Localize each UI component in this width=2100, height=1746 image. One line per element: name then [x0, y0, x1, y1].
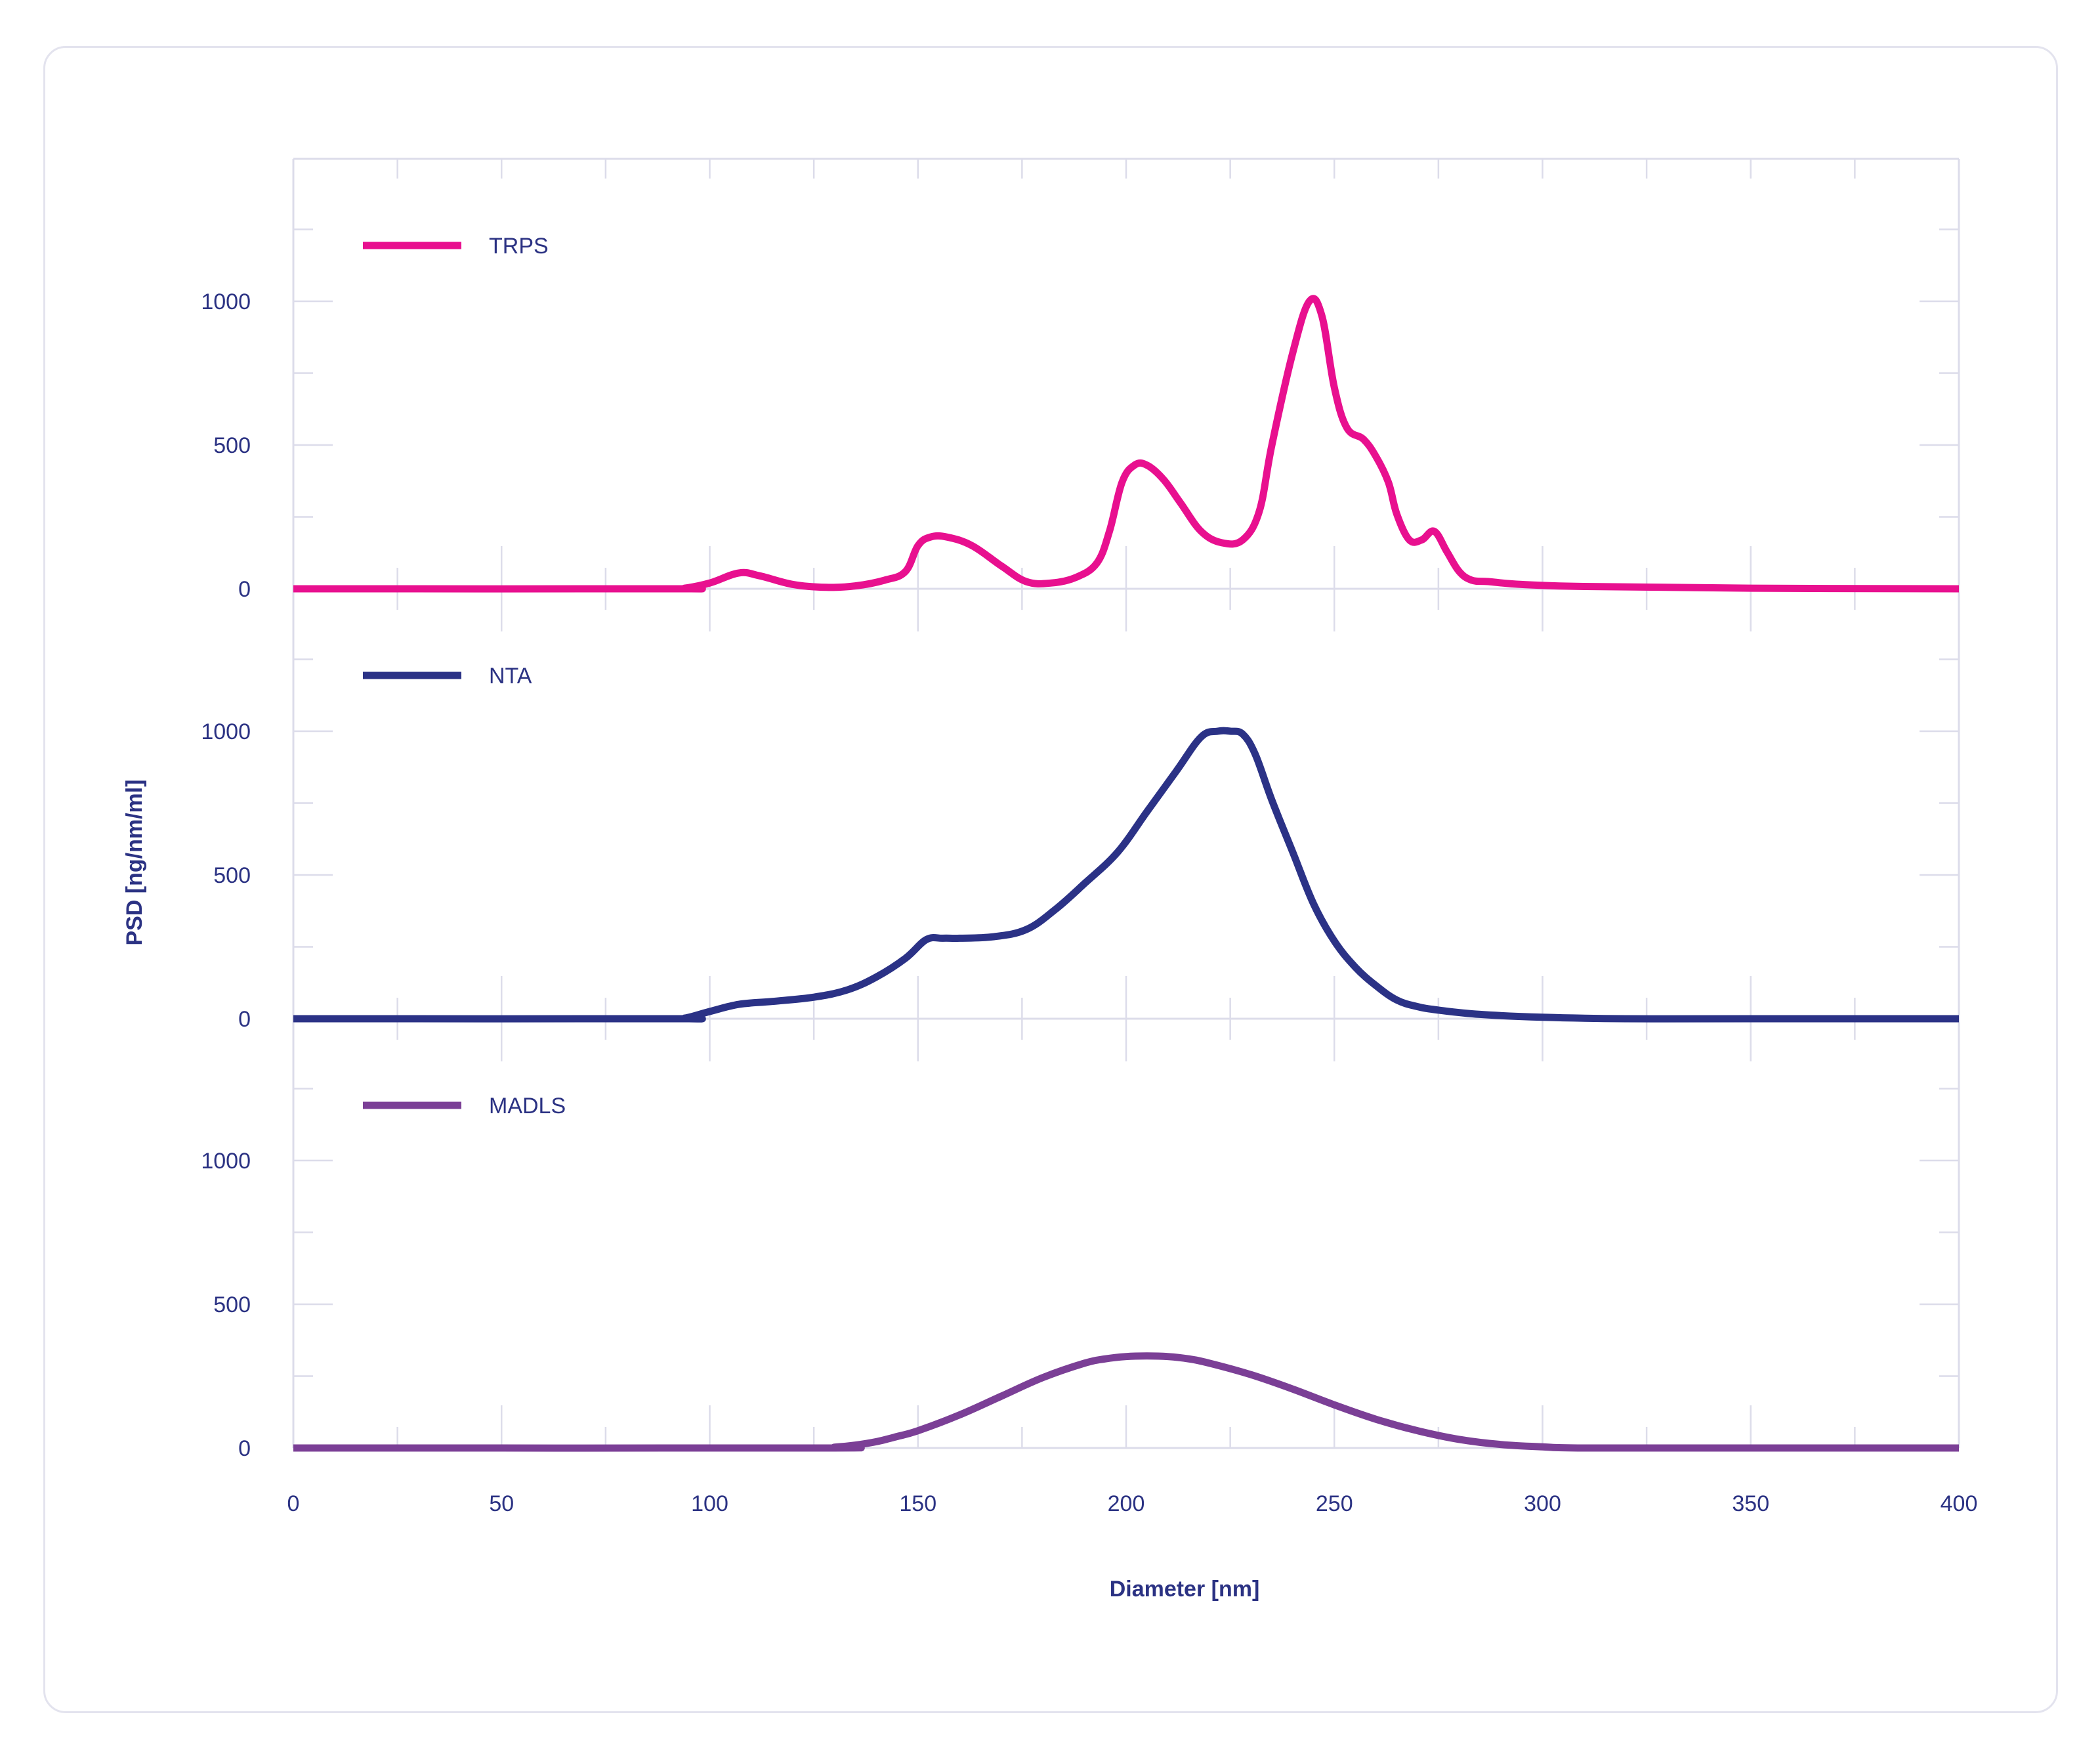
x-tick-label: 350 [1732, 1491, 1769, 1516]
y-tick-label: 500 [213, 863, 251, 888]
series-line-madls [293, 1352, 1959, 1452]
y-tick-label: 1000 [201, 1149, 251, 1174]
x-tick-label: 250 [1316, 1491, 1353, 1516]
tick-labels: 0 50 100 150 200 250 300 350 400 0 500 1000 0 500 1000… [201, 289, 1977, 1516]
y-tick-label: 500 [213, 433, 251, 458]
x-tick-label: 200 [1108, 1491, 1145, 1516]
legend-label-nta: NTA [489, 664, 532, 689]
y-axis-title: PSD [ng/nm/ml] [122, 779, 147, 945]
series-line-nta [293, 727, 1959, 1023]
y-tick-label: 1000 [201, 719, 251, 744]
y-tick-label: 1000 [201, 289, 251, 314]
y-tick-label: 0 [238, 577, 251, 602]
series-lines [293, 295, 1960, 1452]
x-tick-label: 150 [899, 1491, 936, 1516]
y-tick-label: 500 [213, 1292, 251, 1317]
x-axis-title: Diameter [nm] [1110, 1577, 1260, 1602]
x-tick-label: 0 [287, 1491, 300, 1516]
grid [292, 158, 1960, 1449]
series-line-trps [293, 295, 1960, 593]
x-tick-label: 100 [691, 1491, 728, 1516]
x-tick-label: 400 [1941, 1491, 1978, 1516]
legend-label-trps: TRPS [489, 234, 549, 259]
y-tick-label: 0 [238, 1007, 251, 1032]
y-tick-label: 0 [238, 1436, 251, 1461]
chart-card [43, 46, 2058, 1713]
x-tick-label: 50 [489, 1491, 514, 1516]
legend-label-madls: MADLS [489, 1094, 566, 1118]
legend: TRPS NTA MADLS [363, 234, 566, 1118]
x-tick-label: 300 [1524, 1491, 1561, 1516]
